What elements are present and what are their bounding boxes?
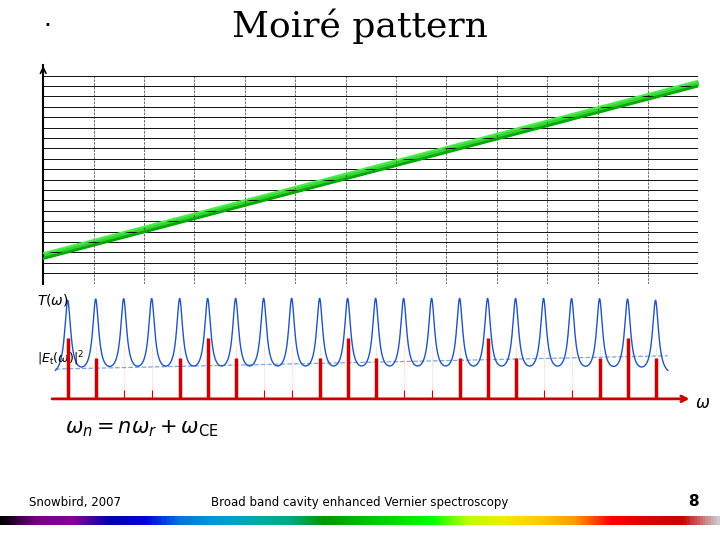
Text: Broad band cavity enhanced Vernier spectroscopy: Broad band cavity enhanced Vernier spect… (211, 496, 509, 509)
Text: $\omega_n = n\omega_r + \omega_\mathrm{CE}$: $\omega_n = n\omega_r + \omega_\mathrm{C… (65, 418, 219, 439)
Text: ·: · (43, 14, 51, 37)
Text: $|E_\mathrm{t}(\omega)|^2$: $|E_\mathrm{t}(\omega)|^2$ (37, 349, 84, 368)
Text: Moiré pattern: Moiré pattern (232, 8, 488, 44)
Text: 8: 8 (688, 494, 698, 509)
Text: Snowbird, 2007: Snowbird, 2007 (29, 496, 121, 509)
Text: $\omega$: $\omega$ (696, 394, 711, 412)
Text: $T(\omega)$: $T(\omega)$ (37, 292, 68, 308)
